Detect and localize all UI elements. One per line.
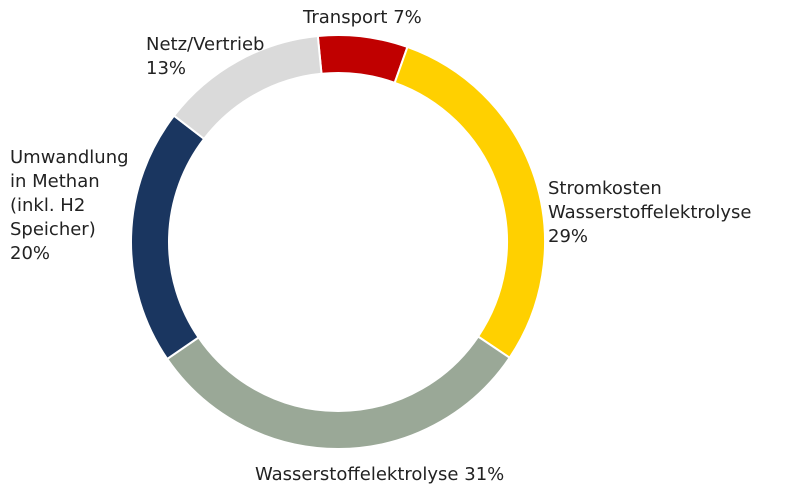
category-name: Transport [303, 7, 388, 28]
value-label: 13% [146, 58, 187, 79]
category-name: Netz/Vertrieb [146, 34, 265, 55]
donut-segment [393, 45, 546, 360]
value-label: 31% [464, 464, 505, 485]
value-label: 20% [10, 243, 51, 264]
segment-label: Transport 7% [303, 6, 422, 30]
category-name: Umwandlung in Methan (inkl. H2 Speicher) [10, 147, 129, 240]
donut-segment [172, 34, 323, 141]
category-name: Wasserstoffelektrolyse [255, 464, 459, 485]
value-label: 7% [393, 7, 422, 28]
value-label: 29% [548, 226, 589, 247]
donut-segment [130, 114, 206, 361]
category-name: Stromkosten Wasserstoffelektrolyse [548, 178, 752, 223]
segment-label: Umwandlung in Methan (inkl. H2 Speicher)… [10, 146, 129, 266]
segment-label: Wasserstoffelektrolyse 31% [255, 463, 504, 487]
donut-segment [316, 34, 409, 85]
segment-label: Netz/Vertrieb 13% [146, 33, 264, 81]
segment-label: Stromkosten Wasserstoffelektrolyse 29% [548, 177, 788, 249]
donut-segment [165, 335, 512, 450]
